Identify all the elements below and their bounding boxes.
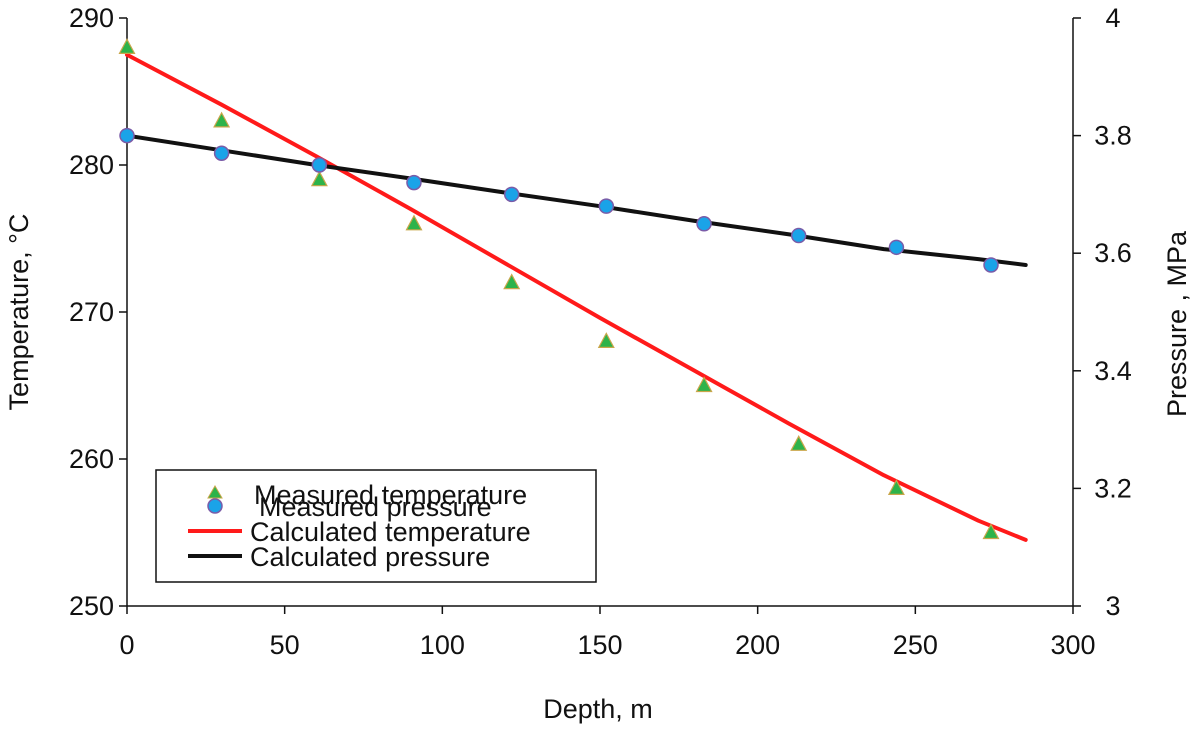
legend-label: Measured temperature xyxy=(254,480,527,510)
point-measured-pressure xyxy=(598,198,615,214)
legend-label: Calculated pressure xyxy=(250,542,490,572)
point-measured-pressure xyxy=(696,216,712,232)
point-measured-pressure xyxy=(790,227,807,244)
x-tick-label: 50 xyxy=(270,630,300,660)
legend-item-measured-temperature: Measured temperature xyxy=(207,480,527,510)
x-tick-label: 100 xyxy=(420,630,465,660)
legend-triangle-icon xyxy=(207,485,223,499)
y2-tick-label: 3.8 xyxy=(1094,121,1132,151)
y-axis-right: 3 3.2 3.4 3.6 3.8 4 xyxy=(1073,3,1132,621)
y2-tick-label: 3.2 xyxy=(1094,473,1132,503)
series-line-calculated-temperature xyxy=(125,52,1028,542)
x-tick-label: 250 xyxy=(893,630,938,660)
y2-tick-label: 3.6 xyxy=(1094,238,1132,268)
x-axis-title: Depth, m xyxy=(543,694,653,724)
x-tick-label: 300 xyxy=(1050,630,1095,660)
legend: Measured temperature Calculated temperat… xyxy=(155,469,597,583)
point-measured-pressure xyxy=(983,257,999,273)
y-tick-label: 280 xyxy=(69,150,114,180)
y2-axis-title: Pressure , MPa xyxy=(1162,230,1192,417)
series-layer xyxy=(118,38,1028,542)
y-axis-title: Temperature, °C xyxy=(4,214,34,411)
point-measured-pressure xyxy=(888,239,905,256)
legend-item-measured-pressure: Measured pressure xyxy=(207,492,492,522)
y2-tick-label: 4 xyxy=(1105,3,1120,33)
point-measured-temperature xyxy=(887,479,905,495)
point-measured-temperature xyxy=(695,376,713,393)
x-tick-label: 0 xyxy=(119,630,134,660)
legend-label: Measured pressure xyxy=(259,492,492,522)
point-measured-pressure xyxy=(311,157,328,173)
y-axis-left: 250 260 270 280 290 xyxy=(69,3,127,621)
legend-circle-icon xyxy=(207,498,223,514)
y2-tick-label: 3 xyxy=(1105,591,1120,621)
legend-item-calculated-pressure: Calculated pressure xyxy=(188,542,490,572)
point-measured-temperature xyxy=(982,523,1000,540)
x-tick-label: 150 xyxy=(577,630,622,660)
point-measured-pressure xyxy=(119,127,135,144)
y-tick-label: 260 xyxy=(69,444,114,474)
point-measured-pressure xyxy=(503,186,520,203)
point-measured-temperature xyxy=(213,111,231,128)
y-tick-label: 290 xyxy=(69,3,114,33)
x-axis: 0 50 100 150 200 250 300 xyxy=(119,606,1096,660)
y-tick-label: 250 xyxy=(69,591,114,621)
x-tick-label: 200 xyxy=(735,630,780,660)
point-measured-temperature xyxy=(790,435,808,451)
point-measured-pressure xyxy=(213,145,230,161)
point-measured-temperature xyxy=(597,332,615,348)
point-measured-temperature xyxy=(118,38,136,55)
legend-box xyxy=(155,469,597,583)
legend-label: Calculated temperature xyxy=(250,517,531,547)
y2-tick-label: 3.4 xyxy=(1094,356,1132,386)
y-tick-label: 270 xyxy=(69,297,114,327)
point-measured-pressure xyxy=(406,174,422,191)
point-measured-temperature xyxy=(503,273,521,290)
legend-item-calculated-temperature: Calculated temperature xyxy=(188,517,531,547)
point-measured-temperature xyxy=(405,214,423,231)
point-measured-temperature xyxy=(310,170,328,187)
